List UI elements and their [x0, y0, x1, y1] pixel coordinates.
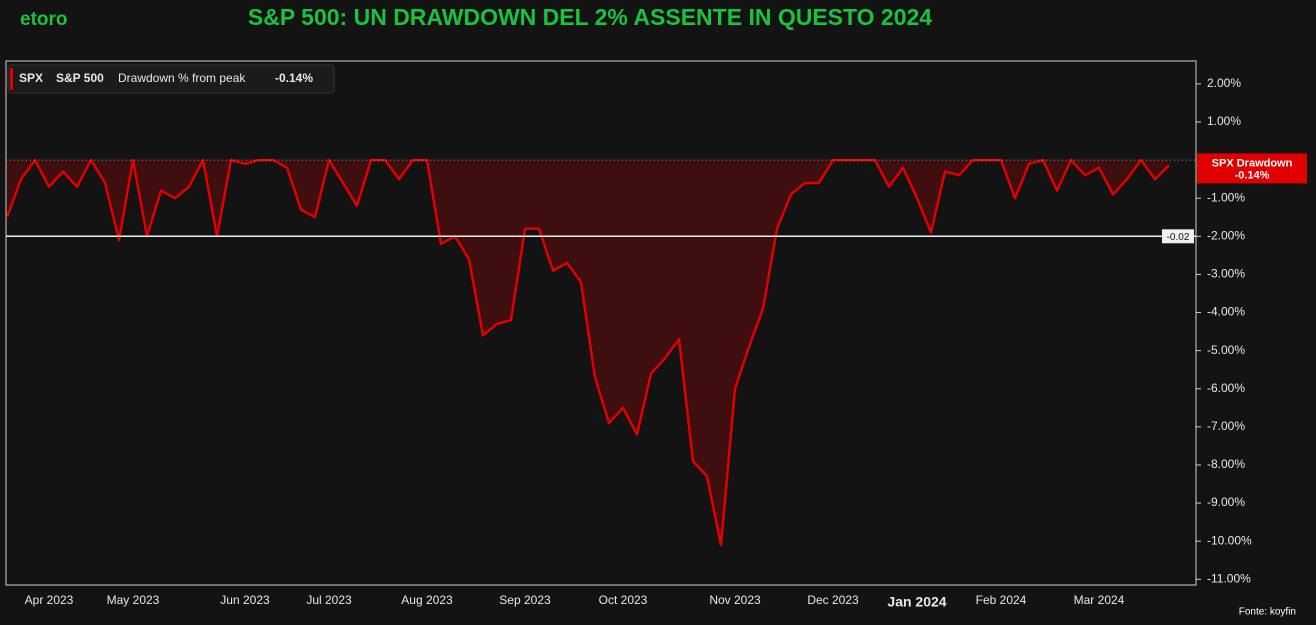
- legend-name: S&P 500: [56, 71, 104, 85]
- x-tick-label: Jan 2024: [887, 594, 946, 610]
- y-tick-label: -6.00%: [1207, 381, 1245, 395]
- y-tick-label: -10.00%: [1207, 533, 1252, 547]
- x-tick-label: Aug 2023: [401, 593, 453, 607]
- reference-label-box: [1162, 229, 1194, 244]
- badge-label: SPX Drawdown: [1212, 157, 1293, 169]
- badge-box: [1197, 153, 1307, 184]
- y-tick-label: -11.00%: [1207, 571, 1251, 585]
- x-tick-label: Sep 2023: [499, 593, 551, 607]
- legend: SPX S&P 500 Drawdown % from peak -0.14%: [7, 64, 335, 94]
- y-tick-label: -5.00%: [1207, 343, 1245, 357]
- y-tick-label: -1.00%: [1207, 190, 1245, 204]
- reference-label: -0.02: [1167, 232, 1190, 243]
- y-tick-label: -8.00%: [1207, 457, 1245, 471]
- area-fill: [7, 160, 1169, 545]
- x-tick-label: Mar 2024: [1074, 593, 1125, 607]
- x-tick-label: Jun 2023: [220, 593, 270, 607]
- y-tick-label: -4.00%: [1207, 305, 1245, 319]
- brand-logo: etoro: [20, 9, 68, 30]
- badge-value: -0.14%: [1235, 169, 1270, 181]
- x-tick-label: Oct 2023: [599, 593, 648, 607]
- chart-title: S&P 500: UN DRAWDOWN DEL 2% ASSENTE IN Q…: [248, 4, 932, 30]
- y-tick-label: -2.00%: [1207, 228, 1245, 242]
- x-tick-label: Apr 2023: [25, 593, 74, 607]
- source: Fonte: koyfin: [1239, 607, 1296, 618]
- plot-frame: [5, 60, 1197, 586]
- line: [5, 158, 1170, 547]
- x-tick-label: Nov 2023: [709, 593, 761, 607]
- legend-ticker: SPX: [19, 71, 43, 85]
- y-tick-label: 1.00%: [1207, 114, 1241, 128]
- y-tick-label: -7.00%: [1207, 419, 1245, 433]
- legend-metric: Drawdown % from peak: [118, 71, 246, 85]
- legend-value: -0.14%: [275, 71, 313, 85]
- legend-swatch: [10, 68, 13, 90]
- legend-box: [7, 64, 335, 94]
- y-tick-label: 2.00%: [1207, 76, 1241, 90]
- y-tick-label: -3.00%: [1207, 267, 1245, 281]
- x-tick-label: Dec 2023: [807, 593, 859, 607]
- x-tick-label: Feb 2024: [976, 593, 1027, 607]
- x-tick-label: May 2023: [107, 593, 160, 607]
- x-tick-label: Jul 2023: [306, 593, 352, 607]
- y-tick-label: -9.00%: [1207, 495, 1245, 509]
